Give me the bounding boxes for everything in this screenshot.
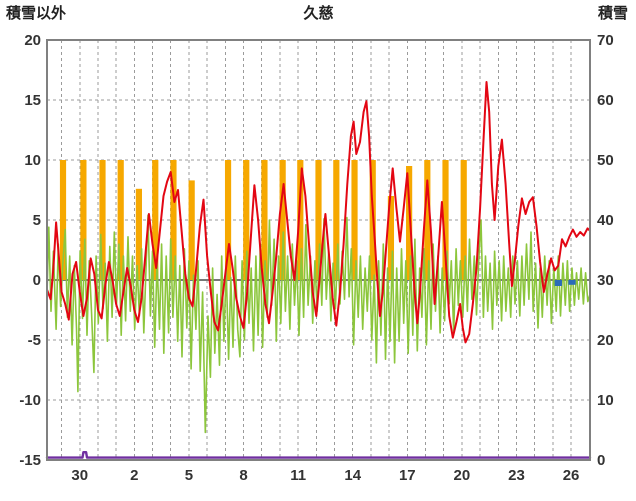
left-tick-label: 15: [24, 92, 41, 109]
orange-bars-bar: [424, 160, 431, 280]
left-axis-title: 積雪以外: [6, 5, 67, 22]
x-tick-label: 17: [399, 467, 416, 484]
x-tick-label: 8: [239, 467, 247, 484]
orange-bars-bar: [59, 160, 67, 280]
orange-bars-bar: [188, 180, 195, 280]
right-axis-title: 積雪: [597, 5, 628, 22]
orange-bars-bar: [243, 160, 250, 280]
orange-bars-bar: [99, 160, 106, 280]
orange-bars-bar: [406, 166, 413, 280]
orange-bars-bar: [80, 160, 87, 280]
right-tick-label: 50: [597, 152, 614, 169]
plot-frame: [46, 39, 591, 461]
orange-bars-bar: [261, 160, 268, 280]
right-tick-label: 60: [597, 92, 614, 109]
orange-bars-bar: [152, 160, 159, 280]
right-tick-label: 70: [597, 32, 614, 49]
orange-bars-bar: [135, 188, 142, 280]
x-tick-label: 5: [185, 467, 193, 484]
left-tick-label: 10: [24, 152, 41, 169]
blue-marks-bar: [568, 280, 576, 285]
orange-bars-bar: [170, 160, 177, 280]
left-tick-label: 5: [33, 212, 41, 229]
orange-bars-bar: [442, 160, 449, 280]
left-tick-label: -15: [19, 452, 41, 469]
x-tick-label: 14: [344, 467, 361, 484]
right-tick-label: 30: [597, 272, 614, 289]
left-tick-label: -10: [19, 392, 41, 409]
orange-bars-bar: [387, 196, 395, 280]
left-tick-label: -5: [28, 332, 41, 349]
x-tick-label: 30: [71, 467, 88, 484]
orange-bars-bar: [333, 160, 340, 280]
purple-line: [45, 451, 592, 459]
x-tick-label: 26: [563, 467, 580, 484]
left-tick-label: 0: [33, 272, 41, 289]
right-tick-label: 20: [597, 332, 614, 349]
orange-bars-bar: [279, 160, 286, 280]
right-tick-label: 0: [597, 452, 605, 469]
right-tick-label: 10: [597, 392, 614, 409]
green-line: [46, 214, 591, 434]
x-tick-label: 2: [130, 467, 138, 484]
orange-bars-bar: [297, 160, 304, 280]
orange-bars-bar: [460, 160, 467, 280]
x-tick-label: 20: [454, 467, 471, 484]
x-tick-label: 23: [508, 467, 525, 484]
orange-bars-bar: [351, 160, 358, 280]
blue-marks-bar: [554, 280, 562, 286]
x-tick-label: 11: [290, 467, 306, 484]
chart-title: 久慈: [303, 5, 334, 22]
left-tick-label: 20: [24, 32, 41, 49]
orange-bars-bar: [224, 160, 232, 280]
red-line: [46, 81, 591, 344]
right-tick-label: 40: [597, 212, 614, 229]
orange-bars-bar: [117, 160, 124, 280]
orange-bars-bar: [315, 160, 322, 280]
